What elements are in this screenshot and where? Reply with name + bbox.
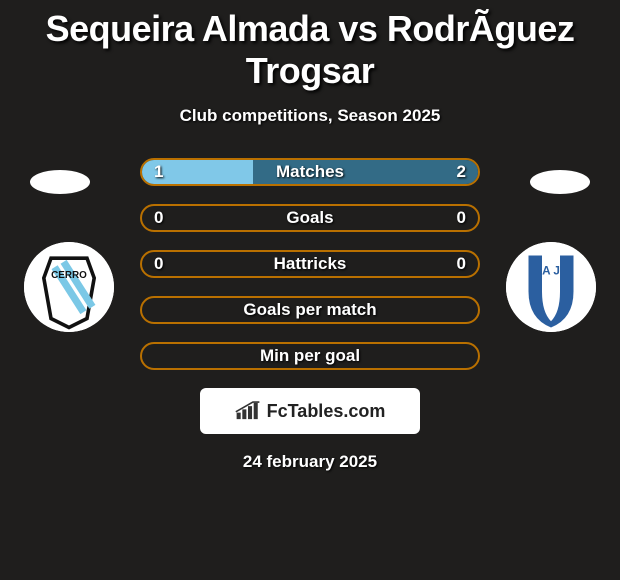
bar-label: Goals (142, 208, 478, 228)
stat-bar: Goals per match (140, 296, 480, 324)
bar-value-right: 0 (457, 254, 466, 274)
bar-label: Goals per match (142, 300, 478, 320)
flag-left (30, 170, 90, 194)
brand-box: FcTables.com (200, 388, 420, 434)
bar-value-right: 2 (457, 162, 466, 182)
stat-bar: Matches1 2 (140, 158, 480, 186)
brand-chart-icon (235, 400, 261, 422)
bar-value-left: 1 (154, 162, 163, 182)
bar-label: Matches (142, 162, 478, 182)
stat-bar: Min per goal (140, 342, 480, 370)
bar-value-left: 0 (154, 254, 163, 274)
bar-label: Min per goal (142, 346, 478, 366)
bar-value-left: 0 (154, 208, 163, 228)
team-badge-right: A J (506, 242, 596, 332)
date-caption: 24 february 2025 (0, 452, 620, 472)
stat-bars: Matches12Goals00Hattricks00Goals per mat… (140, 158, 480, 370)
stat-bar: Goals0 0 (140, 204, 480, 232)
subtitle: Club competitions, Season 2025 (0, 106, 620, 126)
svg-text:A J: A J (542, 264, 560, 277)
flag-right (530, 170, 590, 194)
bar-value-right: 0 (457, 208, 466, 228)
stat-bar: Hattricks0 0 (140, 250, 480, 278)
bar-label: Hattricks (142, 254, 478, 274)
comparison-panel: CERRO A J Matches12Goals00Hattricks00Goa… (0, 158, 620, 472)
team-badge-left: CERRO (24, 242, 114, 332)
page-title: Sequeira Almada vs RodrÃ­guez Trogsar (0, 0, 620, 92)
svg-text:CERRO: CERRO (51, 270, 87, 281)
brand-text: FcTables.com (267, 401, 386, 422)
